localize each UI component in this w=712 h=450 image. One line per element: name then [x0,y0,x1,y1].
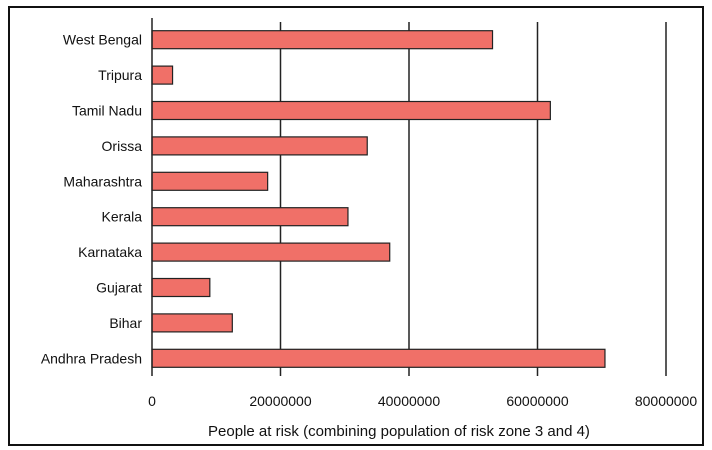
bar [151,65,174,85]
x-tick-label: 40000000 [378,393,441,409]
category-label: Gujarat [96,280,142,296]
x-tick-label: 80000000 [635,393,698,409]
category-labels: West Bengal Tripura Tamil Nadu Orissa Mahara… [41,32,143,367]
grid-lines [279,22,667,376]
x-axis-label: People at risk (combining population of … [208,423,590,440]
bar [151,30,494,50]
bar [151,348,606,368]
bar [151,171,269,191]
x-tick-label: 0 [148,393,156,409]
bar [151,277,211,298]
bar [151,207,349,227]
bar [151,242,391,262]
category-label: Orissa [102,138,143,154]
category-label: Andhra Pradesh [41,350,142,366]
category-label: Maharashtra [63,173,142,189]
category-label: Bihar [109,315,142,331]
x-tick-labels: 0 20000000 40000000 60000000 80000000 [148,393,697,409]
x-tick-label: 20000000 [249,393,312,409]
bars [151,30,606,368]
chart-frame [8,6,704,446]
category-label: Tripura [98,67,142,83]
category-label: Kerala [102,209,143,225]
category-label: Tamil Nadu [72,103,142,119]
category-label: West Bengal [63,32,142,48]
bar [151,313,233,333]
bar [151,100,551,121]
x-tick-label: 60000000 [506,393,569,409]
category-label: Karnataka [78,244,142,260]
bar [151,136,368,156]
